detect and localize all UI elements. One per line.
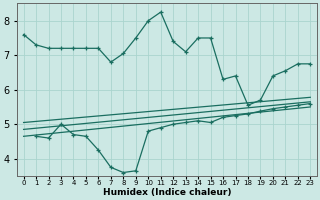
- X-axis label: Humidex (Indice chaleur): Humidex (Indice chaleur): [103, 188, 231, 197]
